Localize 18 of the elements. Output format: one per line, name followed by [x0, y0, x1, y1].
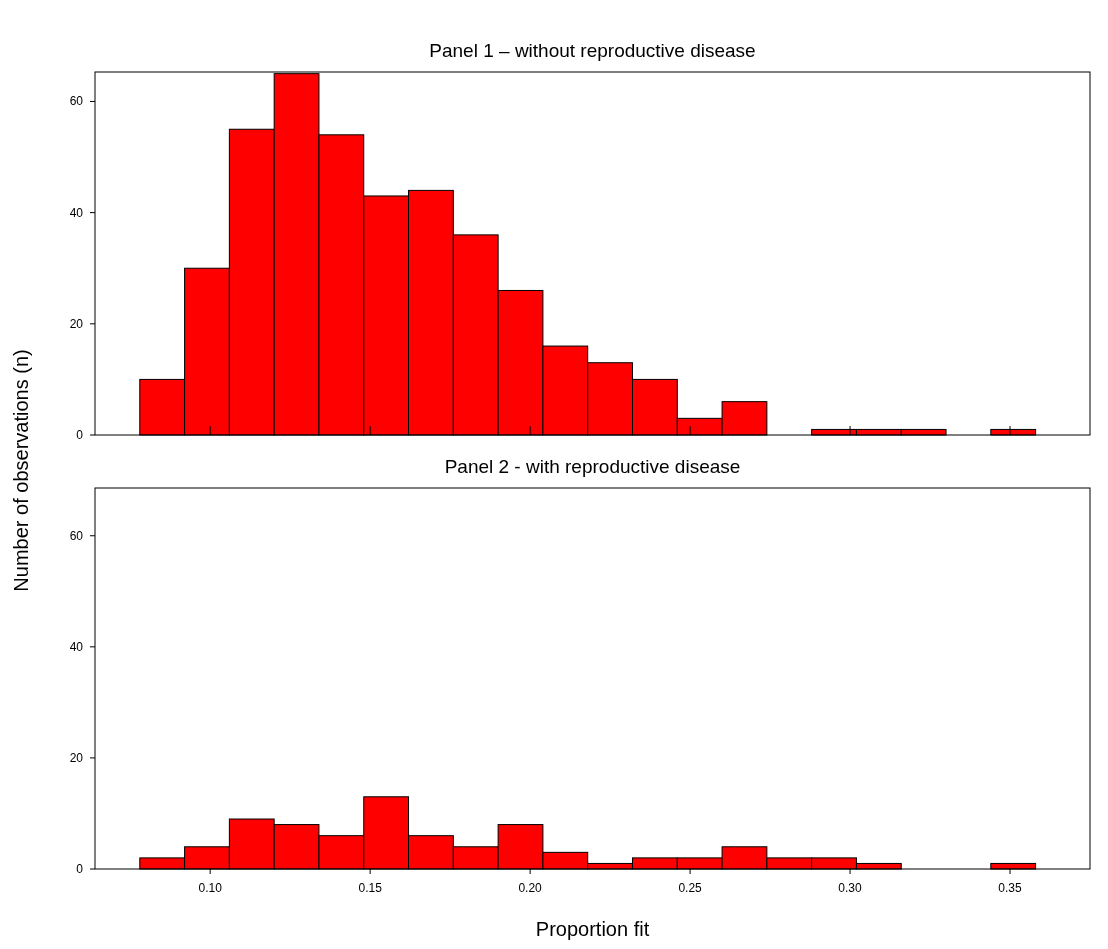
x-tick-label: 0.10: [198, 881, 223, 895]
y-tick-label: 60: [69, 94, 84, 109]
y-axis-title: Number of observations (n): [10, 349, 32, 592]
y-tick-label: 0: [76, 428, 84, 442]
x-tick-label: 0.30: [838, 881, 863, 895]
y-tick-label: 0: [76, 862, 84, 876]
y-tick-label: 40: [69, 205, 84, 220]
x-tick-label: 0.35: [998, 881, 1023, 895]
chart-title: Panel 2 - with reproductive disease: [444, 456, 741, 477]
x-tick-label: 0.20: [518, 881, 543, 895]
x-tick-label: 0.25: [678, 881, 703, 895]
y-tick-label: 60: [69, 528, 84, 543]
x-tick-label: 0.15: [358, 881, 383, 895]
y-tick-label: 20: [69, 316, 84, 331]
y-tick-label: 20: [69, 750, 84, 765]
chart-title: Panel 1 – without reproductive disease: [429, 40, 756, 61]
y-tick-label: 40: [69, 639, 84, 654]
x-axis-title: Proportion fit: [535, 918, 650, 940]
